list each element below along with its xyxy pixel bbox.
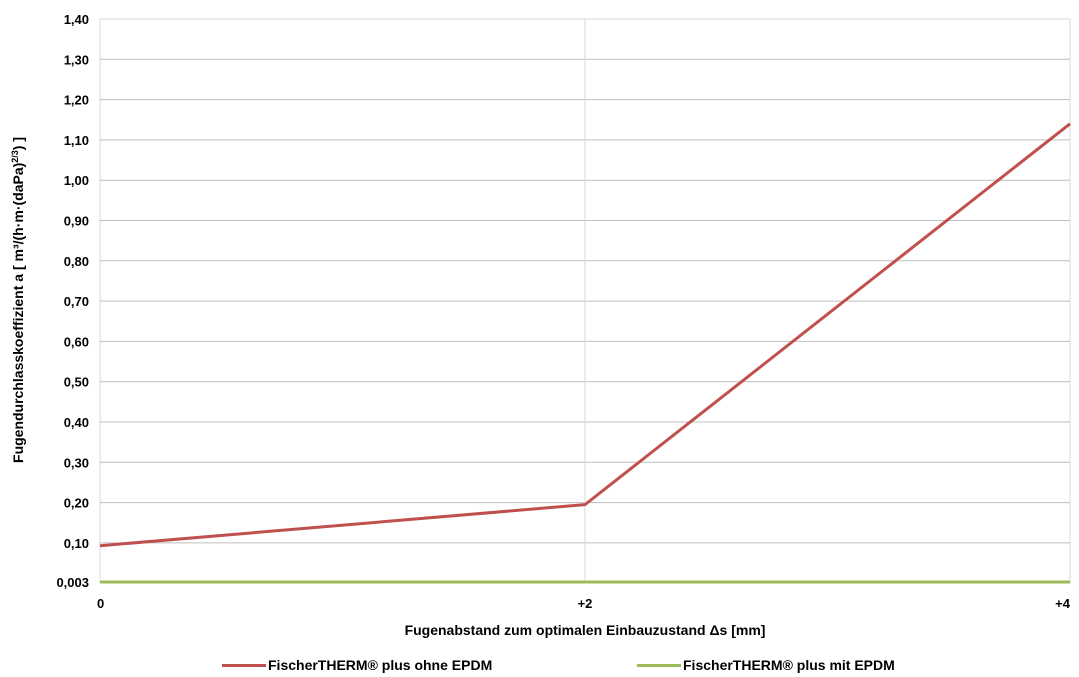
y-tick-label: 0,20 — [64, 496, 89, 511]
y-tick-label: 0,70 — [64, 294, 89, 309]
y-tick-label: 0,50 — [64, 375, 89, 390]
legend-label-mit-epdm: FischerTHERM® plus mit EPDM — [683, 657, 895, 673]
y-tick-label: 0,003 — [56, 575, 89, 590]
y-tick-label: 1,30 — [64, 52, 89, 67]
y-axis-title-exponent: 2/3 — [10, 150, 20, 163]
line-chart: 0,003 0,10 0,20 0,30 0,40 0,50 0,60 0,70 0,80 0,9… — [10, 12, 1071, 638]
series-line — [99, 122, 1071, 548]
x-axis-tick-labels: 0 +2 +4 — [97, 596, 1071, 611]
y-tick-label: 0,40 — [64, 415, 89, 430]
data-series — [99, 122, 1071, 584]
y-tick-label: 0,60 — [64, 334, 89, 349]
y-axis-title: Fugendurchlasskoeffizient a [ m³/(h·m·(d… — [10, 137, 26, 463]
legend-item-ohne-epdm: FischerTHERM® plus ohne EPDM — [222, 655, 492, 675]
y-tick-label: 1,00 — [64, 173, 89, 188]
x-tick-label: +2 — [578, 596, 593, 611]
y-tick-label: 0,10 — [64, 536, 89, 551]
y-tick-label: 1,20 — [64, 93, 89, 108]
x-tick-label: +4 — [1055, 596, 1071, 611]
legend-item-mit-epdm: FischerTHERM® plus mit EPDM — [637, 655, 895, 675]
y-tick-label: 0,30 — [64, 455, 89, 470]
legend-label-ohne-epdm: FischerTHERM® plus ohne EPDM — [268, 657, 493, 673]
legend-swatch-mit-epdm — [637, 663, 681, 667]
legend-swatch-ohne-epdm — [222, 663, 266, 667]
y-axis-title-end: ) ] — [10, 137, 26, 150]
x-axis-title: Fugenabstand zum optimalen Einbauzustand… — [405, 622, 766, 638]
y-axis-tick-labels: 0,003 0,10 0,20 0,30 0,40 0,50 0,60 0,70 0,80 0,9… — [56, 12, 89, 590]
y-tick-label: 1,40 — [64, 12, 89, 27]
y-tick-label: 0,90 — [64, 214, 89, 229]
y-tick-label: 0,80 — [64, 254, 89, 269]
y-axis-title-main: Fugendurchlasskoeffizient a [ m³/(h·m·(d… — [10, 163, 26, 463]
x-tick-label: 0 — [97, 596, 104, 611]
legend: FischerTHERM® plus ohne EPDM FischerTHER… — [0, 655, 1079, 675]
y-tick-label: 1,10 — [64, 133, 89, 148]
